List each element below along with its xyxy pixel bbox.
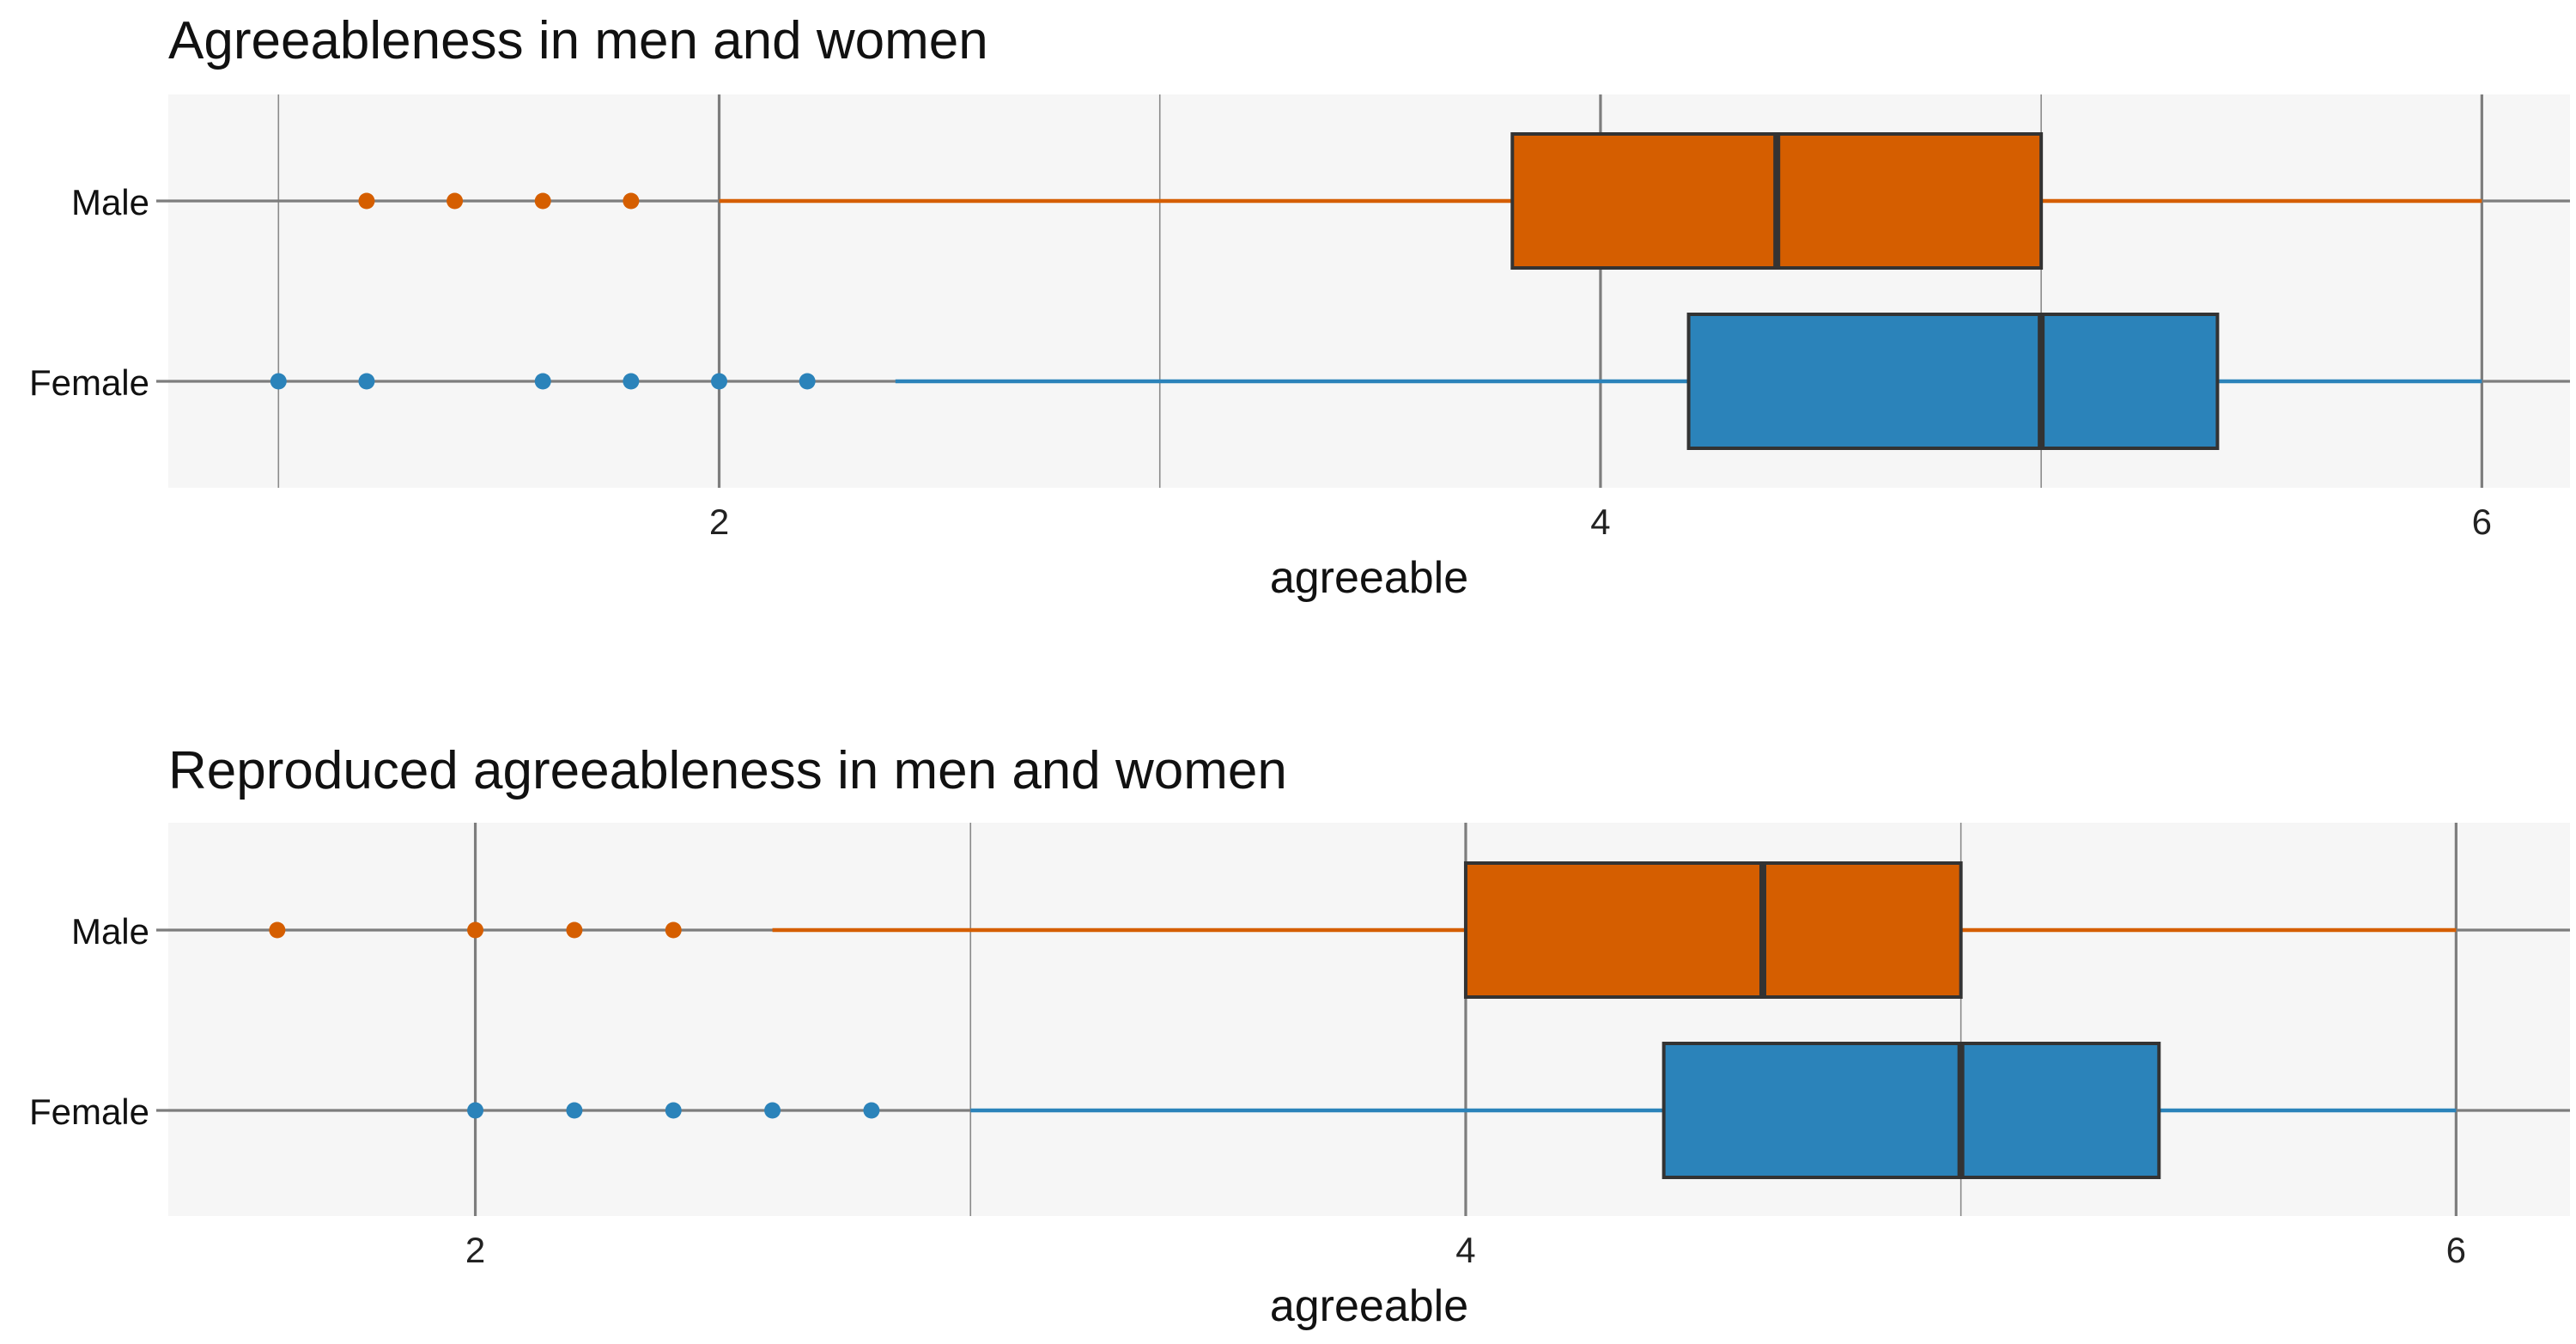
outlier-point	[534, 373, 551, 390]
chart-panel-original: Agreeableness in men and women Male Female…	[29, 11, 2570, 603]
y-tick-label: Female	[29, 1092, 149, 1132]
outlier-point	[358, 373, 375, 390]
outlier-point	[269, 921, 286, 939]
outlier-point	[665, 1102, 682, 1119]
outlier-point	[467, 1102, 484, 1119]
plot-background	[168, 823, 2570, 1216]
x-tick-label: 4	[1590, 502, 1610, 542]
x-tick-label: 2	[465, 1230, 485, 1270]
y-tick-label: Male	[71, 182, 149, 222]
outlier-point	[665, 921, 682, 939]
series-male	[358, 132, 2482, 270]
series-female	[467, 1042, 2457, 1179]
outlier-point	[711, 373, 728, 390]
outlier-point	[863, 1102, 880, 1119]
outlier-point	[467, 921, 484, 939]
outlier-point	[623, 192, 640, 210]
x-axis-label: agreeable	[1270, 1281, 1468, 1331]
chart-panel-reproduced: Reproduced agreeableness in men and wome…	[29, 741, 2570, 1331]
outlier-point	[764, 1102, 781, 1119]
x-tick-label: 6	[2472, 502, 2492, 542]
x-tick-label: 6	[2446, 1230, 2466, 1270]
y-tick-label: Female	[29, 362, 149, 403]
outlier-point	[270, 373, 287, 390]
outlier-point	[566, 921, 583, 939]
box-iqr	[1463, 861, 1963, 999]
x-tick-label: 2	[709, 502, 729, 542]
outlier-point	[447, 192, 464, 210]
outlier-point	[534, 192, 551, 210]
box-iqr	[1662, 1042, 2161, 1179]
series-female	[270, 313, 2482, 450]
x-tick-label: 4	[1455, 1230, 1475, 1270]
x-axis-label: agreeable	[1270, 553, 1468, 603]
chart-title: Agreeableness in men and women	[168, 11, 988, 70]
outlier-point	[623, 373, 640, 390]
outlier-point	[566, 1102, 583, 1119]
outlier-point	[799, 373, 816, 390]
outlier-point	[358, 192, 375, 210]
series-male	[269, 861, 2457, 999]
chart-title: Reproduced agreeableness in men and wome…	[168, 741, 1287, 800]
y-tick-label: Male	[71, 911, 149, 952]
box-iqr	[1686, 313, 2220, 450]
